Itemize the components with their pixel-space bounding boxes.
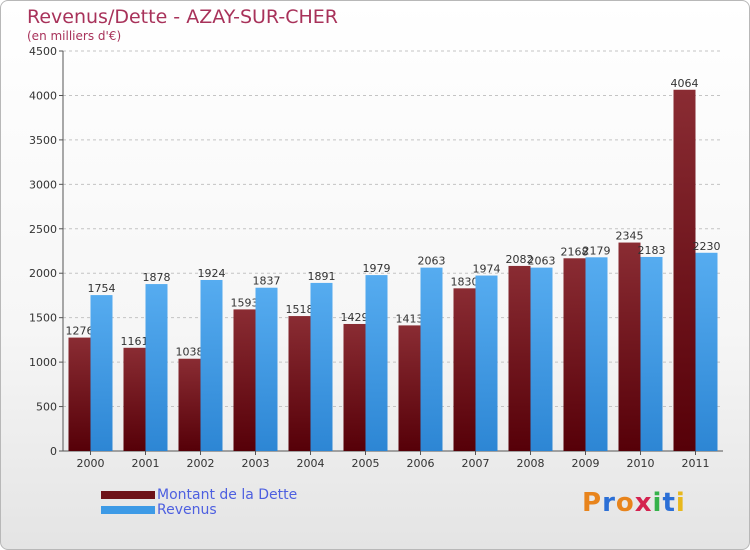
logo-letter: o [615,488,635,518]
legend-swatch-revenus [101,505,155,514]
data-label-revenus: 1878 [143,271,171,284]
data-label-revenus: 2179 [583,244,611,257]
x-tick-label: 2001 [132,457,160,470]
data-label-dette: 1038 [176,346,204,359]
data-label-revenus: 2183 [638,244,666,257]
y-tick-label: 4500 [29,45,57,58]
x-tick-label: 2000 [77,457,105,470]
bar-revenus [640,256,663,451]
bar-revenus [200,279,223,451]
data-label-dette: 1276 [66,325,94,338]
data-label-revenus: 1924 [198,267,226,280]
data-label-dette: 1518 [286,303,314,316]
data-label-dette: 2168 [561,245,589,258]
bar-revenus [585,257,608,451]
data-label-dette: 1830 [451,275,479,288]
bar-revenus [420,267,443,451]
y-tick-label: 1500 [29,312,57,325]
bar-dette [618,242,641,451]
y-tick-label: 500 [36,401,57,414]
x-tick-label: 2005 [352,457,380,470]
x-tick-label: 2009 [572,457,600,470]
x-tick-label: 2004 [297,457,325,470]
legend-label-dette: Montant de la Dette [157,486,298,503]
data-label-dette: 1413 [396,312,424,325]
bar-dette [233,309,256,451]
legend-item-dette: Montant de la Dette [101,486,298,503]
data-label-revenus: 2063 [528,255,556,268]
y-tick-label: 0 [50,445,57,458]
chart-subtitle: (en milliers d'€) [27,29,122,43]
data-label-dette: 1593 [231,296,259,309]
legend: Montant de la Dette Revenus [101,486,298,518]
x-tick-label: 2008 [517,457,545,470]
data-label-revenus: 1979 [363,262,391,275]
bar-revenus [475,275,498,451]
bar-dette [508,265,531,451]
bar-revenus [365,275,388,451]
bar-dette [123,347,146,451]
legend-swatch-dette [101,490,155,499]
x-tick-label: 2011 [682,457,710,470]
data-label-dette: 1161 [121,335,149,348]
y-tick-label: 3500 [29,134,57,147]
data-label-dette: 1429 [341,311,369,324]
proxiti-logo: Proxiti [582,488,686,518]
logo-letter: r [602,488,616,518]
data-label-dette: 2082 [506,253,534,266]
logo-letter: x [634,488,653,518]
logo-letter: i [652,488,663,518]
bar-dette [398,325,421,451]
bar-revenus [255,287,278,451]
logo-letter: i [675,488,686,518]
y-tick-label: 4000 [29,89,57,102]
data-label-revenus: 1754 [88,282,116,295]
data-label-dette: 4064 [671,77,699,90]
bar-revenus [145,284,168,451]
data-label-revenus: 2230 [693,240,721,253]
bar-dette [68,337,91,451]
y-tick-label: 1000 [29,356,57,369]
x-tick-label: 2003 [242,457,270,470]
x-tick-label: 2006 [407,457,435,470]
bar-revenus [310,282,333,451]
x-tick-label: 2007 [462,457,490,470]
bar-revenus [695,252,718,451]
bar-dette [673,89,696,451]
data-label-revenus: 1837 [253,275,281,288]
bar-dette [343,323,366,451]
bar-dette [178,358,201,451]
x-tick-label: 2010 [627,457,655,470]
bar-dette [563,258,586,451]
x-tick-label: 2002 [187,457,215,470]
y-tick-label: 2500 [29,223,57,236]
data-label-dette: 2345 [616,230,644,243]
bar-dette [288,316,311,451]
chart-title: Revenus/Dette - AZAY-SUR-CHER [27,6,338,28]
bar-revenus [530,267,553,451]
logo-letter: t [662,488,676,518]
legend-label-revenus: Revenus [157,501,217,518]
bar-dette [453,288,476,451]
data-label-revenus: 1891 [308,270,336,283]
y-tick-label: 2000 [29,267,57,280]
y-tick-label: 3000 [29,178,57,191]
legend-item-revenus: Revenus [101,501,297,518]
bar-revenus [90,295,113,451]
logo-letter: P [582,488,603,518]
data-label-revenus: 1974 [473,263,501,276]
data-label-revenus: 2063 [418,255,446,268]
